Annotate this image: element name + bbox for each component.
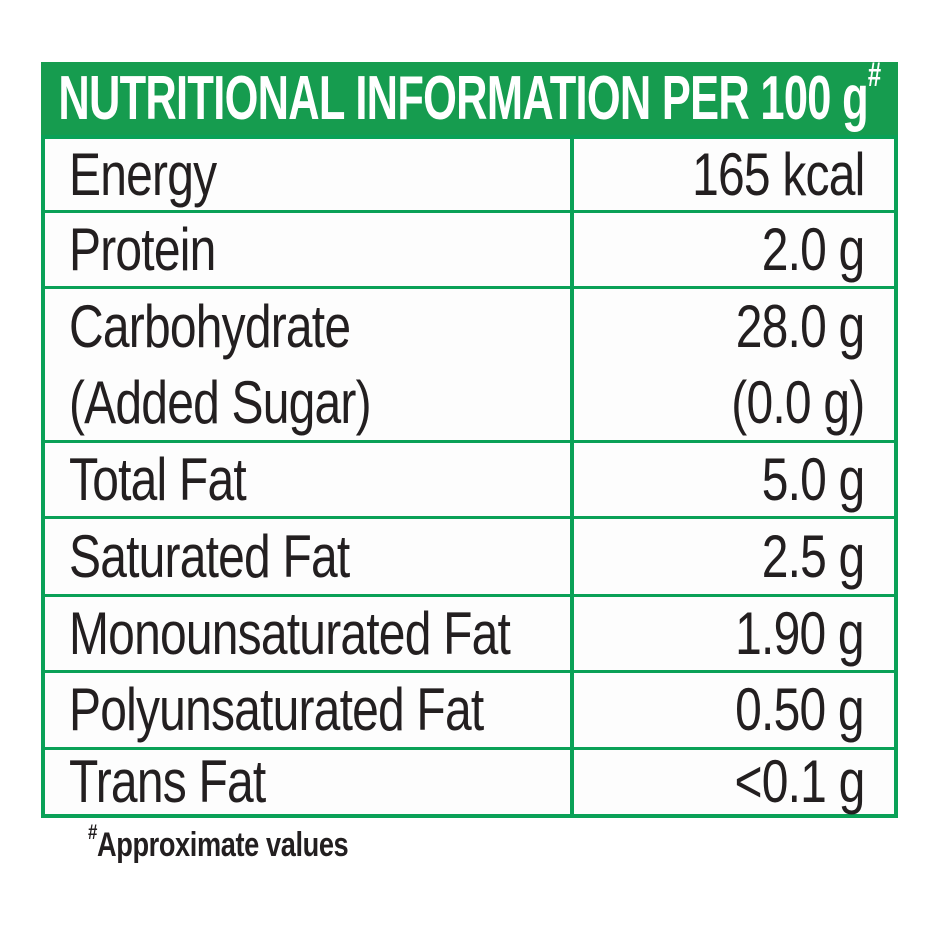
- header-hash-superscript: #: [867, 55, 881, 94]
- table-row-trans-fat: Trans Fat <0.1 g: [45, 748, 894, 815]
- footnote-text-wrap: #Approximate values: [88, 821, 349, 864]
- nutrient-value: <0.1 g: [734, 748, 865, 816]
- nutrient-label: Monounsaturated Fat: [69, 599, 511, 667]
- nutrient-value: 1.90 g: [735, 599, 864, 667]
- nutrient-value-cell: 2.5 g: [574, 519, 894, 594]
- nutrient-value-cell: <0.1 g: [574, 748, 894, 815]
- nutrient-value: 165 kcal: [691, 140, 865, 208]
- table-row-carbohydrate: Carbohydrate (Added Sugar) 28.0 g (0.0 g…: [45, 289, 894, 443]
- nutrient-label: Energy: [69, 140, 217, 208]
- nutrient-label: Protein: [69, 215, 216, 283]
- nutrient-label: Polyunsaturated Fat: [69, 676, 484, 744]
- table-row-polyunsaturated-fat: Polyunsaturated Fat 0.50 g: [45, 673, 894, 750]
- nutrient-label: Carbohydrate (Added Sugar): [69, 289, 372, 440]
- nutrient-value-cell: 2.0 g: [574, 213, 894, 286]
- nutrient-label-line1: Carbohydrate: [69, 292, 351, 360]
- nutrient-value-cell: 5.0 g: [574, 443, 894, 516]
- nutrient-label: Trans Fat: [69, 748, 266, 816]
- nutrient-value: 28.0 g (0.0 g): [730, 289, 865, 440]
- table-row-energy: Energy 165 kcal: [45, 139, 894, 213]
- nutrition-table: NUTRITIONAL INFORMATION PER 100 g# Energ…: [41, 58, 898, 864]
- nutrient-value-cell: 165 kcal: [574, 139, 894, 210]
- nutrient-label-cell: Trans Fat: [45, 748, 574, 815]
- footnote-text: Approximate values: [96, 826, 349, 864]
- nutrient-value: 5.0 g: [761, 445, 865, 513]
- nutrient-value-cell: 1.90 g: [574, 597, 894, 670]
- nutrient-label-line2: (Added Sugar): [69, 368, 372, 436]
- table-title: NUTRITIONAL INFORMATION PER 100 g#: [58, 58, 881, 130]
- nutrient-value-line2: (0.0 g): [730, 368, 865, 436]
- nutrient-label-cell: Total Fat: [45, 443, 574, 516]
- nutrient-label-cell: Saturated Fat: [45, 519, 574, 594]
- nutrient-value-cell: 28.0 g (0.0 g): [574, 289, 894, 440]
- table-row-saturated-fat: Saturated Fat 2.5 g: [45, 519, 894, 597]
- nutrient-label: Saturated Fat: [69, 522, 350, 590]
- nutrient-value-line1: 28.0 g: [735, 292, 864, 360]
- table-header: NUTRITIONAL INFORMATION PER 100 g#: [41, 58, 898, 135]
- table-title-text: NUTRITIONAL INFORMATION PER 100 g: [58, 63, 868, 133]
- nutrient-value: 0.50 g: [735, 676, 864, 744]
- footnote: #Approximate values: [88, 821, 898, 864]
- footnote-hash-superscript: #: [88, 820, 97, 844]
- table-row-monounsaturated-fat: Monounsaturated Fat 1.90 g: [45, 597, 894, 673]
- nutrient-value-cell: 0.50 g: [574, 673, 894, 747]
- nutrient-label-cell: Monounsaturated Fat: [45, 597, 574, 670]
- nutrient-label-cell: Carbohydrate (Added Sugar): [45, 289, 574, 440]
- nutrient-value: 2.0 g: [761, 215, 865, 283]
- table-row-protein: Protein 2.0 g: [45, 213, 894, 289]
- table-row-total-fat: Total Fat 5.0 g: [45, 443, 894, 519]
- nutrient-label-cell: Energy: [45, 139, 574, 210]
- table-grid: Energy 165 kcal Protein 2.0 g Carbohydra…: [41, 135, 898, 818]
- nutrient-label-cell: Protein: [45, 213, 574, 286]
- nutrient-label-cell: Polyunsaturated Fat: [45, 673, 574, 747]
- nutrient-label: Total Fat: [69, 445, 247, 513]
- nutrient-value: 2.5 g: [761, 522, 865, 590]
